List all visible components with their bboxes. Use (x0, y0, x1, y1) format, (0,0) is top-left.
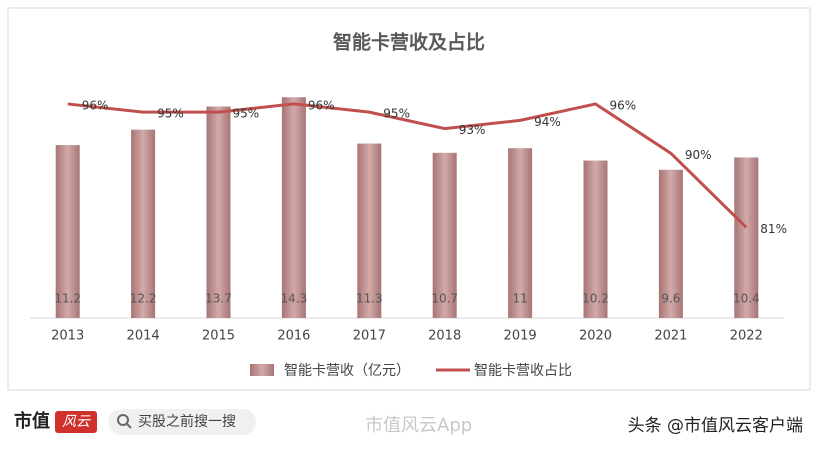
legend-label: 智能卡营收（亿元） (284, 363, 410, 379)
bar-value-label: 12.2 (130, 292, 157, 306)
bar (131, 129, 156, 318)
bar (357, 143, 382, 318)
line-value-label: 93% (459, 123, 486, 137)
line-value-label: 95% (157, 107, 184, 121)
legend-swatch (250, 364, 274, 376)
credit: 头条 @市值风云客户端 (628, 416, 803, 436)
bar (583, 160, 608, 318)
logo-badge-bg (55, 411, 97, 433)
x-tick-label: 2015 (202, 329, 235, 344)
x-tick-label: 2016 (277, 329, 310, 344)
chart-title: 智能卡营收及占比 (333, 31, 485, 54)
x-tick-label: 2021 (654, 329, 687, 344)
bar-value-label: 11.3 (356, 292, 383, 306)
x-tick-label: 2018 (428, 329, 461, 344)
line-value-label: 94% (534, 115, 561, 129)
x-tick-label: 2019 (504, 329, 537, 344)
bar (508, 148, 533, 318)
logo-badge: 风云 (62, 414, 91, 430)
bar-value-label: 9.6 (661, 292, 680, 306)
search-box[interactable] (108, 409, 256, 435)
bar (432, 152, 457, 318)
bar (658, 169, 683, 318)
line-value-label: 81% (760, 222, 787, 236)
bar (734, 157, 759, 318)
logo: 市值 (14, 410, 50, 432)
search-icon (126, 423, 132, 429)
bar-value-label: 10.7 (431, 292, 458, 306)
bar-value-label: 11 (512, 292, 527, 306)
bar-value-label: 13.7 (205, 292, 232, 306)
bar-value-label: 14.3 (281, 292, 308, 306)
bar-value-label: 10.4 (733, 292, 760, 306)
x-tick-label: 2013 (51, 329, 84, 344)
line (67, 102, 748, 229)
bar-value-label: 10.2 (582, 292, 609, 306)
search-icon (117, 414, 129, 426)
line-value-label: 90% (685, 148, 712, 162)
line-value-label: 96% (308, 98, 335, 112)
bar (281, 97, 306, 319)
x-tick-label: 2020 (579, 329, 612, 344)
line-value-label: 95% (233, 107, 260, 121)
line-value-label: 95% (383, 107, 410, 121)
x-tick-label: 2022 (730, 329, 763, 344)
bar (55, 145, 80, 318)
bar-value-label: 11.2 (54, 292, 81, 306)
legend-label: 智能卡营收占比 (474, 363, 572, 379)
line-value-label: 96% (610, 98, 637, 112)
x-tick-label: 2017 (353, 329, 386, 344)
watermark: 市值风云App (365, 415, 472, 436)
line-value-label: 96% (82, 98, 109, 112)
x-tick-label: 2014 (127, 329, 160, 344)
bar (206, 106, 231, 318)
search-text: 买股之前搜一搜 (138, 413, 236, 430)
